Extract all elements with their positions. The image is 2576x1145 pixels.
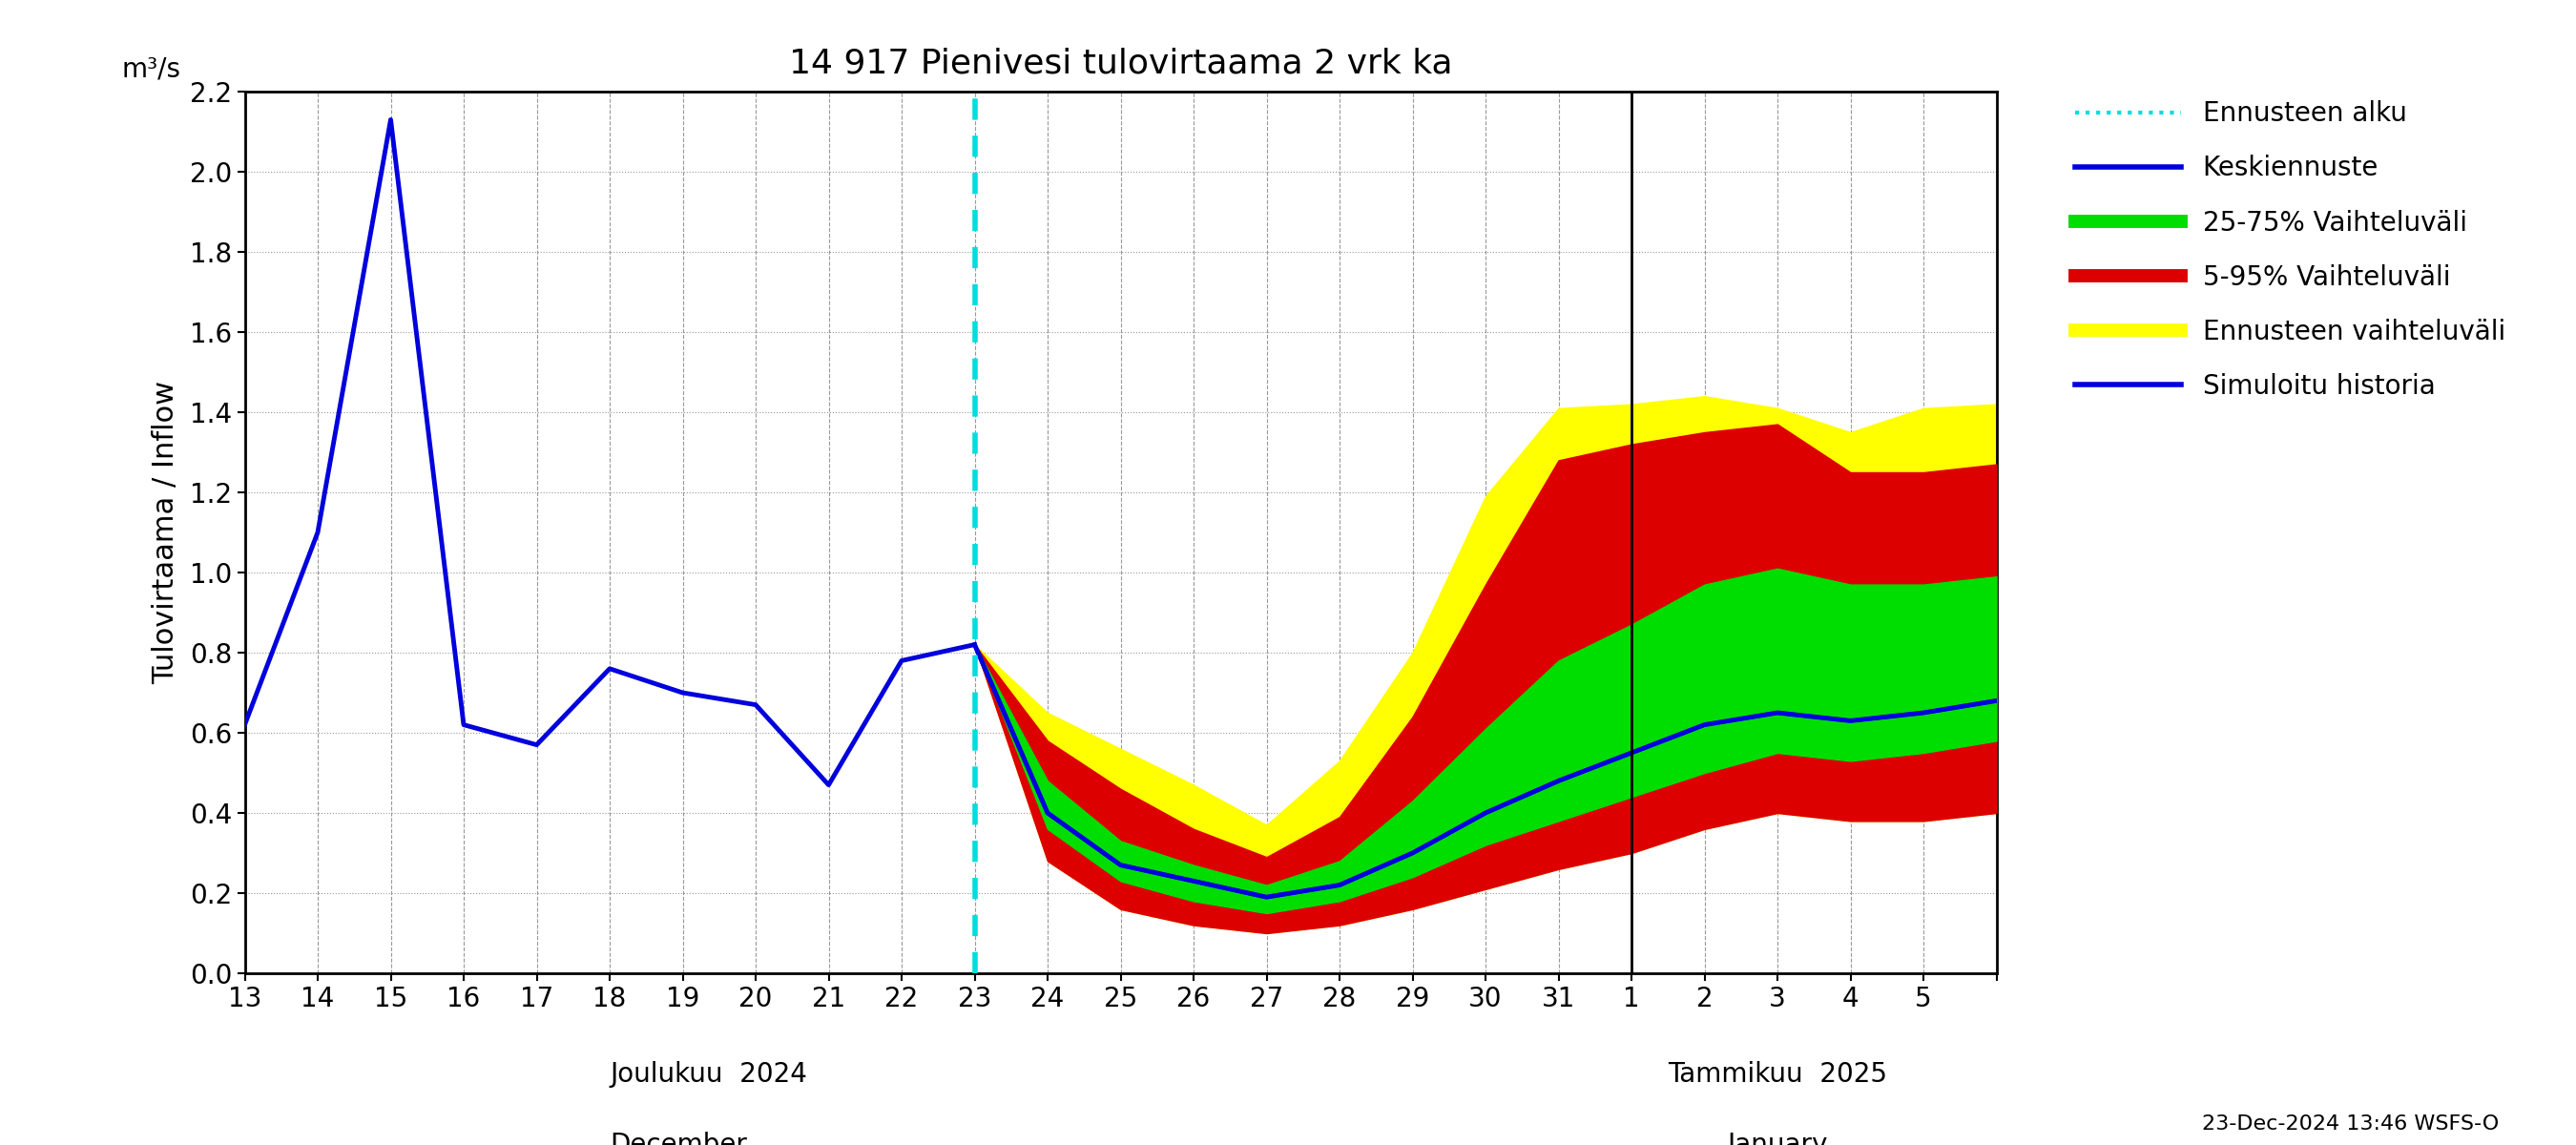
Text: Tammikuu  2025: Tammikuu 2025 — [1667, 1061, 1888, 1088]
Legend: Ennusteen alku, Keskiennuste, 25-75% Vaihteluväli, 5-95% Vaihteluväli, Ennusteen: Ennusteen alku, Keskiennuste, 25-75% Vai… — [2063, 87, 2519, 413]
Y-axis label: Tulovirtaama / Inflow: Tulovirtaama / Inflow — [152, 380, 180, 685]
Text: January: January — [1726, 1132, 1829, 1145]
Text: Joulukuu  2024: Joulukuu 2024 — [611, 1061, 806, 1088]
Text: 23-Dec-2024 13:46 WSFS-O: 23-Dec-2024 13:46 WSFS-O — [2202, 1114, 2499, 1134]
Text: December: December — [611, 1132, 747, 1145]
Text: m³/s: m³/s — [121, 56, 180, 82]
Title: 14 917 Pienivesi tulovirtaama 2 vrk ka: 14 917 Pienivesi tulovirtaama 2 vrk ka — [788, 47, 1453, 80]
